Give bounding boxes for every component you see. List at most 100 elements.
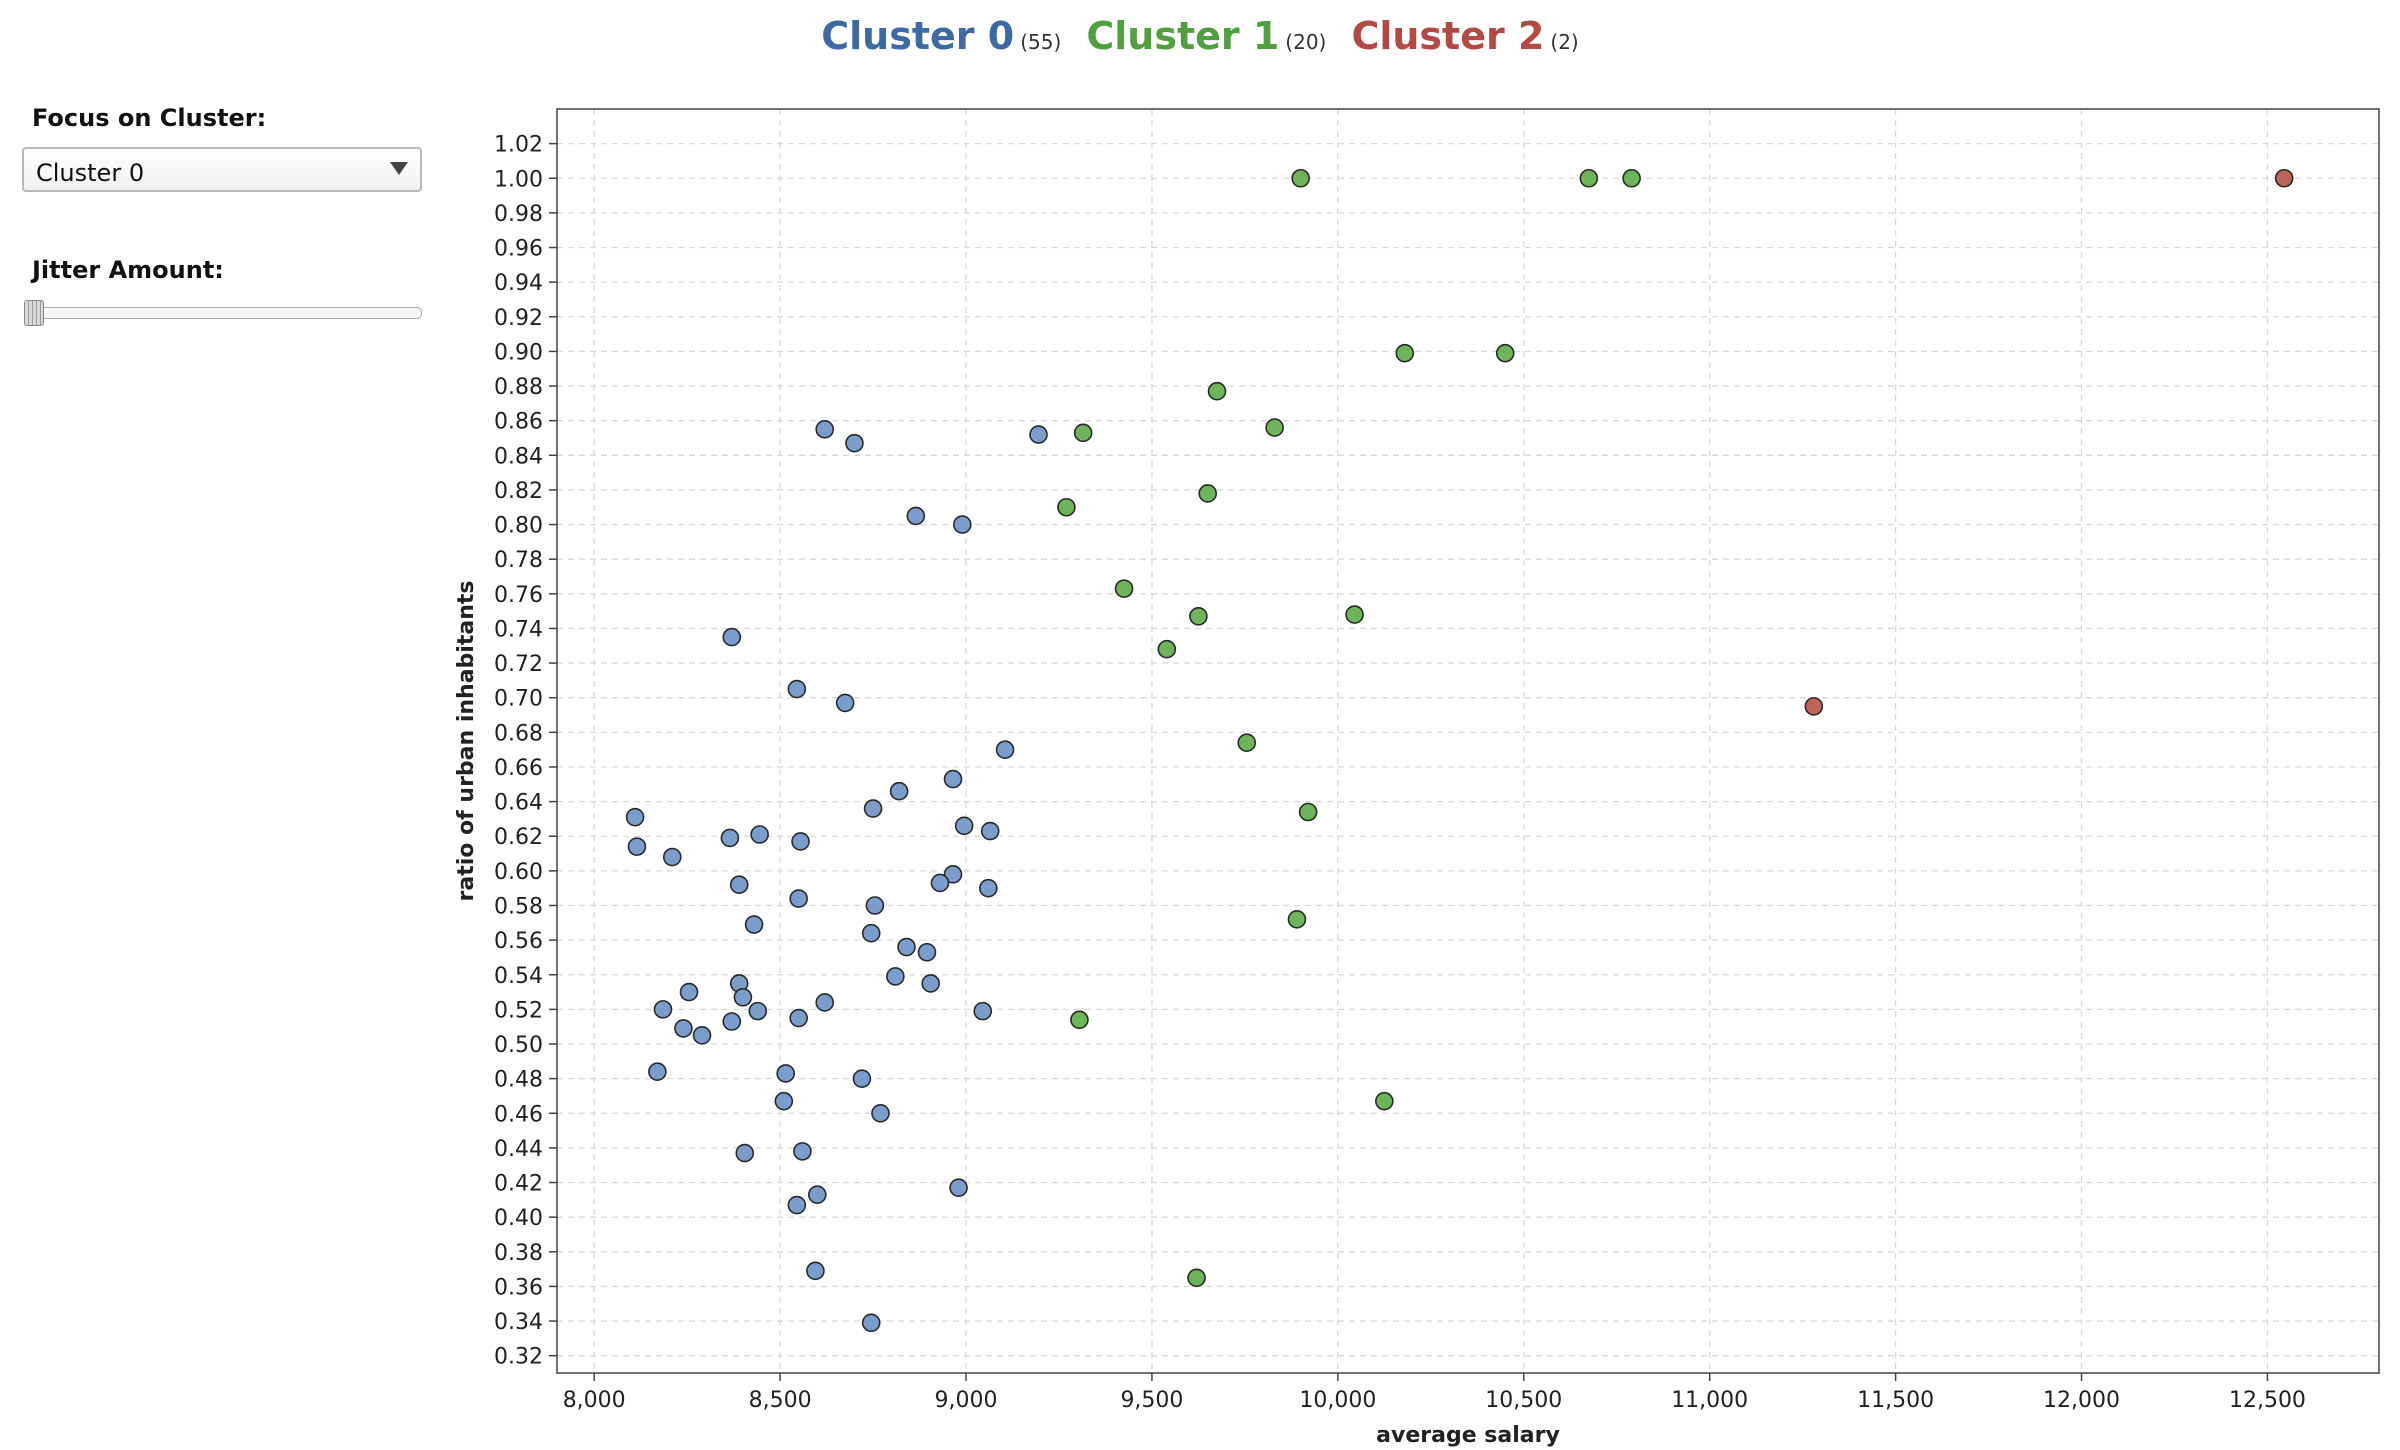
y-tick-label: 0.90 [494, 340, 543, 365]
data-point-cluster-0[interactable] [943, 769, 963, 789]
data-point-cluster-1[interactable] [1495, 343, 1515, 363]
y-tick-label: 0.62 [494, 825, 543, 850]
legend-name: Cluster 2 [1351, 14, 1545, 58]
data-point-cluster-0[interactable] [980, 821, 1000, 841]
data-point-cluster-0[interactable] [748, 1001, 768, 1021]
data-point-cluster-0[interactable] [679, 982, 699, 1002]
data-point-cluster-0[interactable] [889, 781, 909, 801]
x-tick-label: 10,500 [1485, 1388, 1562, 1413]
data-point-cluster-0[interactable] [861, 923, 881, 943]
data-point-cluster-1[interactable] [1237, 733, 1257, 753]
data-point-cluster-0[interactable] [625, 807, 645, 827]
data-point-cluster-0[interactable] [953, 515, 972, 534]
y-tick-label: 0.32 [494, 1345, 543, 1370]
data-point-cluster-0[interactable] [995, 740, 1015, 759]
data-point-cluster-0[interactable] [722, 627, 742, 647]
y-tick-label: 0.66 [494, 756, 543, 781]
data-point-cluster-0[interactable] [789, 1008, 808, 1028]
data-point-cluster-0[interactable] [774, 1091, 794, 1111]
focus-cluster-value: Cluster 0 [36, 159, 145, 187]
data-point-cluster-1[interactable] [1187, 1268, 1206, 1288]
data-point-cluster-0[interactable] [787, 1195, 807, 1215]
data-point-cluster-0[interactable] [750, 825, 769, 844]
data-point-cluster-1[interactable] [1157, 639, 1177, 659]
data-point-cluster-0[interactable] [807, 1185, 827, 1204]
data-point-cluster-1[interactable] [1207, 381, 1227, 401]
jitter-slider-thumb[interactable] [24, 300, 44, 326]
data-point-cluster-0[interactable] [930, 873, 950, 893]
data-point-cluster-1[interactable] [1114, 579, 1134, 598]
data-point-cluster-0[interactable] [863, 799, 883, 818]
data-point-cluster-0[interactable] [861, 1313, 881, 1333]
data-point-cluster-1[interactable] [1287, 910, 1307, 929]
data-point-cluster-0[interactable] [722, 1012, 742, 1031]
data-point-cluster-0[interactable] [954, 816, 974, 836]
data-point-cluster-0[interactable] [653, 1000, 673, 1019]
data-point-cluster-1[interactable] [1189, 607, 1208, 626]
data-point-cluster-0[interactable] [921, 974, 940, 993]
focus-cluster-label: Focus on Cluster: [32, 104, 267, 132]
data-point-cluster-0[interactable] [729, 875, 749, 895]
data-point-cluster-0[interactable] [979, 878, 998, 898]
y-tick-label: 0.40 [494, 1206, 543, 1231]
data-point-cluster-0[interactable] [815, 993, 835, 1012]
data-point-cluster-0[interactable] [973, 1001, 993, 1021]
data-point-cluster-1[interactable] [1291, 168, 1310, 188]
data-point-cluster-1[interactable] [1622, 168, 1641, 188]
data-point-cluster-1[interactable] [1298, 802, 1318, 822]
y-tick-label: 0.98 [494, 202, 543, 227]
data-point-cluster-0[interactable] [627, 837, 647, 856]
data-point-cluster-1[interactable] [1375, 1091, 1394, 1111]
data-point-cluster-0[interactable] [917, 942, 937, 962]
x-axis-label: average salary [1376, 1423, 1560, 1448]
data-point-cluster-0[interactable] [789, 889, 808, 908]
chevron-down-icon[interactable] [390, 162, 408, 175]
y-tick-label: 0.54 [494, 964, 543, 989]
focus-cluster-select[interactable]: Cluster 0 [22, 147, 422, 192]
data-point-cluster-0[interactable] [845, 433, 864, 453]
data-point-cluster-1[interactable] [1073, 423, 1093, 443]
y-tick-label: 0.84 [494, 444, 543, 469]
legend-name: Cluster 0 [821, 14, 1015, 58]
data-point-cluster-1[interactable] [1265, 418, 1284, 437]
data-point-cluster-0[interactable] [733, 987, 753, 1007]
data-point-cluster-0[interactable] [897, 937, 916, 957]
data-point-cluster-0[interactable] [648, 1062, 667, 1082]
y-tick-label: 0.80 [494, 514, 543, 539]
y-tick-label: 0.42 [494, 1172, 543, 1197]
data-point-cluster-0[interactable] [835, 693, 855, 713]
data-point-cluster-0[interactable] [865, 896, 885, 915]
data-point-cluster-0[interactable] [1029, 425, 1048, 444]
data-point-cluster-0[interactable] [793, 1142, 812, 1161]
data-point-cluster-0[interactable] [674, 1019, 693, 1038]
data-point-cluster-0[interactable] [949, 1178, 968, 1198]
data-point-cluster-0[interactable] [886, 967, 905, 986]
data-point-cluster-1[interactable] [1579, 168, 1599, 188]
data-point-cluster-1[interactable] [1057, 497, 1076, 517]
data-point-cluster-1[interactable] [1395, 343, 1415, 363]
data-point-cluster-0[interactable] [815, 420, 835, 439]
data-point-cluster-0[interactable] [871, 1103, 890, 1123]
data-point-cluster-0[interactable] [806, 1261, 825, 1281]
data-point-cluster-0[interactable] [906, 506, 926, 526]
legend-entry-cluster-0: Cluster 0 (55) [821, 14, 1061, 58]
data-point-cluster-1[interactable] [1198, 484, 1218, 503]
data-point-cluster-0[interactable] [787, 679, 807, 699]
data-point-cluster-0[interactable] [662, 847, 682, 867]
y-tick-label: 0.48 [494, 1068, 543, 1093]
data-point-cluster-0[interactable] [943, 865, 963, 884]
data-point-cluster-0[interactable] [735, 1143, 755, 1163]
x-tick-label: 9,000 [935, 1388, 998, 1413]
data-point-cluster-1[interactable] [1345, 605, 1364, 624]
x-tick-label: 11,000 [1671, 1388, 1748, 1413]
data-point-cluster-2[interactable] [1804, 697, 1824, 716]
data-point-cluster-2[interactable] [2274, 168, 2294, 188]
data-point-cluster-1[interactable] [1070, 1010, 1089, 1030]
y-tick-label: 0.94 [494, 271, 543, 296]
data-point-cluster-0[interactable] [852, 1069, 872, 1088]
data-point-cluster-0[interactable] [744, 915, 764, 934]
data-point-cluster-0[interactable] [791, 832, 810, 851]
data-point-cluster-0[interactable] [776, 1064, 795, 1083]
data-point-cluster-0[interactable] [692, 1026, 712, 1045]
data-point-cluster-0[interactable] [720, 828, 740, 848]
